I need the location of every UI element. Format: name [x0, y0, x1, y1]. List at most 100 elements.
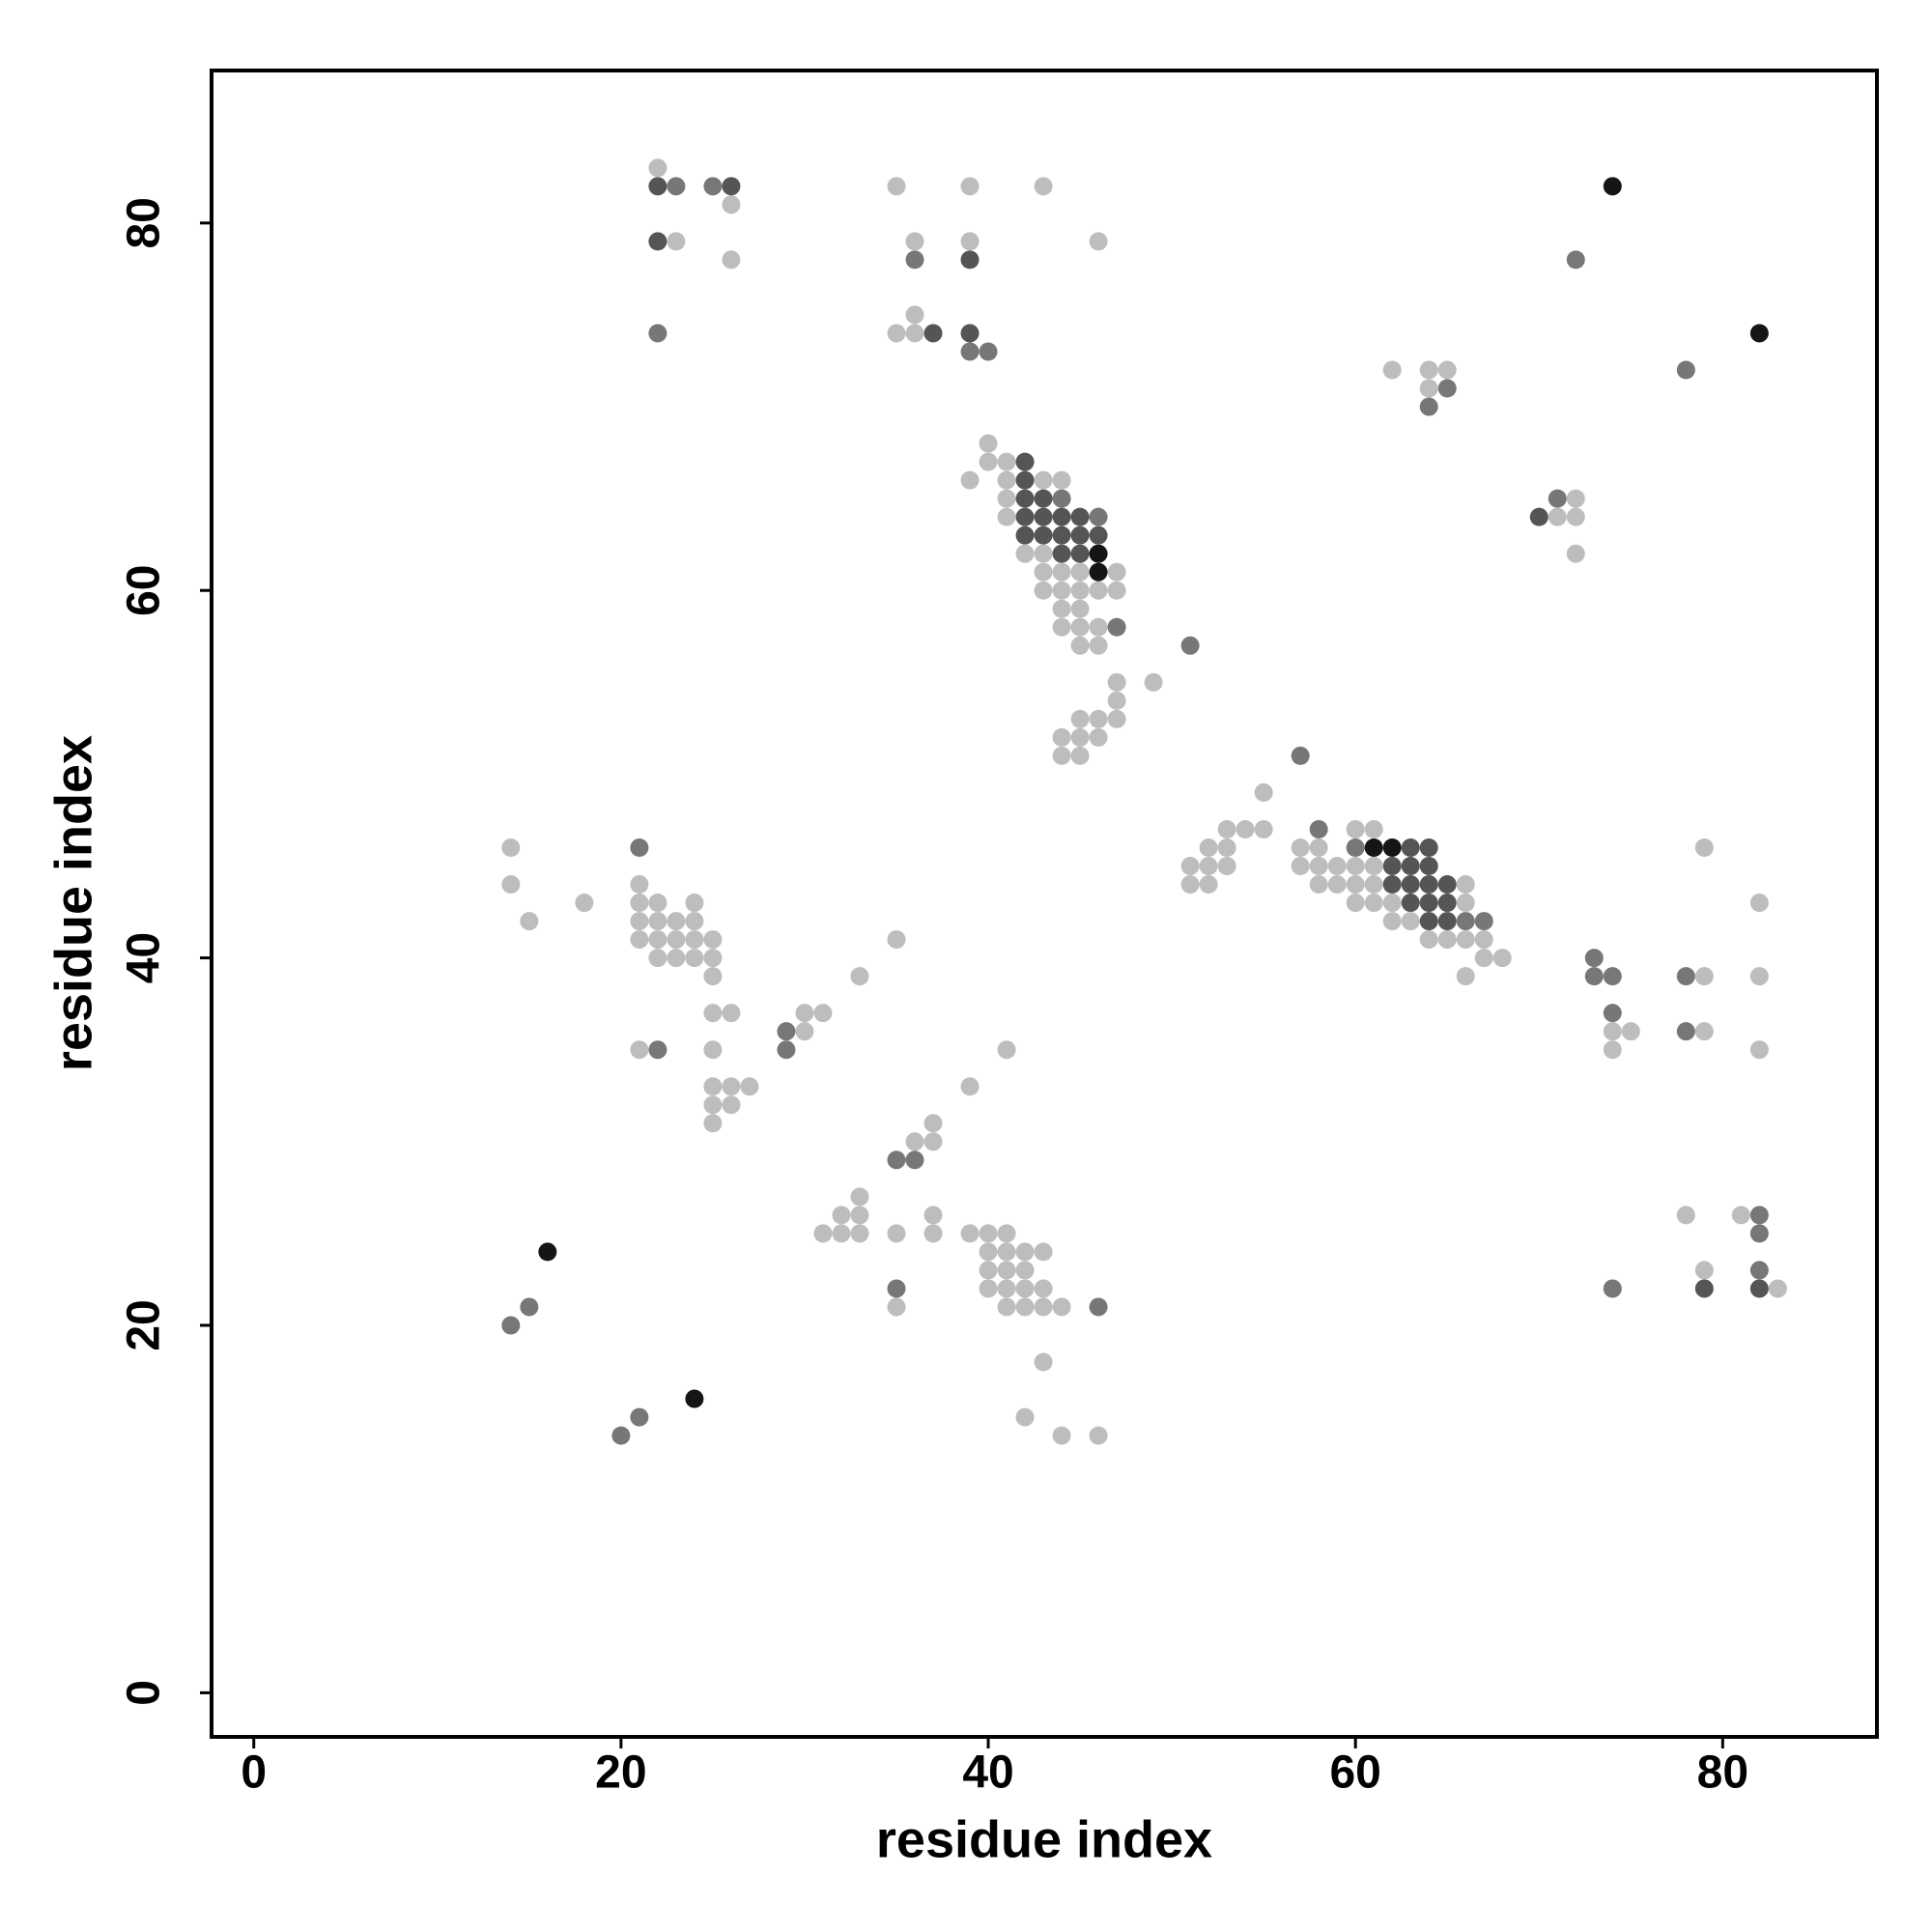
point: [1070, 526, 1090, 545]
point: [1180, 636, 1200, 655]
point: [1419, 360, 1438, 380]
point: [905, 232, 924, 251]
point: [887, 1297, 906, 1317]
point: [648, 158, 668, 178]
point: [979, 1261, 998, 1280]
point: [722, 250, 741, 270]
point: [1309, 819, 1328, 838]
point: [1107, 617, 1126, 637]
point: [1217, 838, 1236, 857]
point: [630, 875, 649, 895]
point: [887, 1224, 906, 1243]
point: [1584, 967, 1604, 986]
point: [905, 250, 924, 270]
point: [923, 1114, 943, 1133]
point: [960, 470, 980, 490]
point: [905, 305, 924, 325]
point: [1419, 857, 1438, 876]
point: [1474, 912, 1493, 931]
point: [1401, 894, 1420, 913]
point: [1034, 507, 1053, 526]
point: [648, 177, 668, 196]
point: [1015, 507, 1035, 526]
point: [1089, 1426, 1108, 1445]
point: [1015, 526, 1035, 545]
point: [1107, 672, 1126, 692]
point: [960, 232, 980, 251]
point: [923, 324, 943, 343]
point: [1437, 930, 1457, 950]
point: [1070, 507, 1090, 526]
point: [575, 894, 594, 913]
point: [648, 1040, 668, 1060]
point: [1052, 507, 1071, 526]
point: [1456, 875, 1475, 895]
y-tick-label: 60: [119, 565, 170, 616]
point: [1034, 1242, 1053, 1262]
point: [979, 1242, 998, 1262]
point: [501, 1316, 521, 1335]
point: [979, 1279, 998, 1298]
point: [1034, 562, 1053, 582]
point: [1474, 930, 1493, 950]
point: [997, 507, 1016, 526]
point: [1603, 1279, 1622, 1298]
point: [703, 177, 723, 196]
point: [648, 949, 668, 968]
point: [1052, 1297, 1071, 1317]
point: [685, 1389, 704, 1408]
point: [960, 1077, 980, 1096]
point: [1015, 1407, 1035, 1427]
point: [1749, 1040, 1769, 1060]
point: [850, 1224, 869, 1243]
point: [685, 930, 704, 950]
point: [1254, 819, 1273, 838]
point: [1015, 1242, 1035, 1262]
point: [960, 177, 980, 196]
point: [1089, 526, 1108, 545]
point: [703, 1095, 723, 1115]
point: [777, 1040, 796, 1060]
point: [685, 912, 704, 931]
point: [1034, 1297, 1053, 1317]
point: [850, 1206, 869, 1225]
point: [1603, 1040, 1622, 1060]
point: [1694, 838, 1714, 857]
point: [1015, 1279, 1035, 1298]
point: [1070, 599, 1090, 618]
point: [1419, 397, 1438, 416]
point: [703, 1114, 723, 1133]
y-tick-label: 80: [119, 197, 170, 248]
point: [1052, 489, 1071, 508]
point: [1291, 746, 1310, 765]
point: [1437, 894, 1457, 913]
x-tick-label: 80: [1697, 1747, 1748, 1799]
point: [1089, 544, 1108, 563]
point: [979, 342, 998, 361]
point: [1437, 360, 1457, 380]
point: [1070, 709, 1090, 728]
point: [1401, 875, 1420, 895]
point: [1070, 617, 1090, 637]
point: [722, 177, 741, 196]
point: [1089, 562, 1108, 582]
point: [850, 1187, 869, 1207]
point: [1034, 526, 1053, 545]
point: [923, 1206, 943, 1225]
point: [997, 489, 1016, 508]
point: [1070, 544, 1090, 563]
point: [1291, 838, 1310, 857]
x-tick-label: 20: [595, 1747, 646, 1799]
point: [667, 232, 686, 251]
point: [1437, 379, 1457, 398]
point: [611, 1426, 631, 1445]
point: [648, 930, 668, 950]
point: [667, 912, 686, 931]
point: [1034, 544, 1053, 563]
point: [1566, 489, 1585, 508]
point: [703, 1004, 723, 1023]
point: [1199, 875, 1218, 895]
point: [1107, 581, 1126, 600]
point: [1236, 819, 1255, 838]
x-tick-label: 60: [1329, 1747, 1380, 1799]
